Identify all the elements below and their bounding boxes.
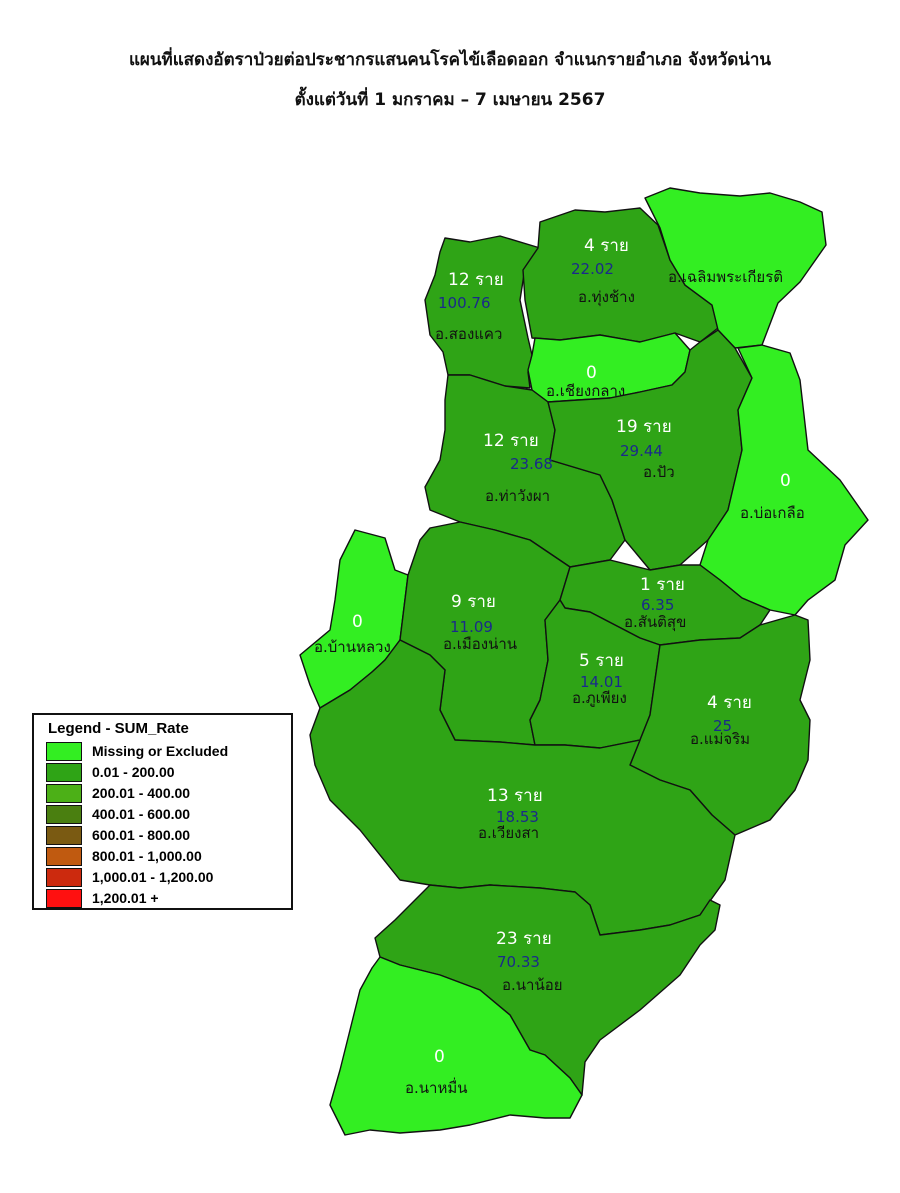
name-label-thung-chang: อ.ทุ่งช้าง	[578, 288, 635, 307]
cases-label-na-noi: 23 ราย	[496, 929, 552, 949]
rate-label-tha-wang-pha: 23.68	[510, 455, 553, 473]
district-wiang-sa[interactable]	[309, 639, 736, 936]
legend-title: Legend - SUM_Rate	[48, 720, 189, 737]
cases-label-phu-phiang: 5 ราย	[579, 651, 624, 671]
legend-item: 0.01 - 200.00	[46, 762, 286, 782]
cases-label-na-muen: 0	[434, 1047, 445, 1067]
name-label-chiang-klang: อ.เชียงกลาง	[546, 382, 625, 400]
legend-swatch	[46, 763, 82, 782]
cases-label-bo-kluea: 0	[780, 471, 791, 491]
legend-item: 1,200.01 +	[46, 888, 286, 908]
rate-label-santi-suk: 6.35	[641, 596, 674, 614]
name-label-pua: อ.ปัว	[643, 463, 675, 481]
cases-label-thung-chang: 4 ราย	[584, 236, 629, 256]
legend-label: Missing or Excluded	[92, 743, 229, 759]
legend-label: 200.01 - 400.00	[92, 785, 191, 801]
name-label-tha-wang-pha: อ.ท่าวังผา	[485, 487, 550, 505]
rate-label-pua: 29.44	[620, 442, 663, 460]
legend-item: Missing or Excluded	[46, 741, 286, 761]
name-label-song-khwae: อ.สองแคว	[435, 325, 502, 343]
legend-swatch	[46, 847, 82, 866]
name-label-ban-luang: อ.บ้านหลวง	[314, 638, 391, 656]
rate-label-mueang-nan: 11.09	[450, 618, 493, 636]
legend-swatch	[46, 784, 82, 803]
cases-label-chiang-klang: 0	[586, 363, 597, 383]
legend-label: 400.01 - 600.00	[92, 806, 191, 822]
legend-swatch	[46, 826, 82, 845]
district-song-khwae[interactable]	[424, 235, 541, 389]
name-label-bo-kluea: อ.บ่อเกลือ	[740, 504, 805, 522]
rate-label-song-khwae: 100.76	[438, 294, 491, 312]
rate-label-na-noi: 70.33	[497, 953, 540, 971]
legend-item: 800.01 - 1,000.00	[46, 846, 286, 866]
legend: Legend - SUM_Rate Missing or Excluded 0.…	[32, 713, 293, 910]
legend-swatch	[46, 805, 82, 824]
name-label-na-muen: อ.นาหมื่น	[405, 1077, 467, 1097]
name-label-phu-phiang: อ.ภูเพียง	[572, 689, 627, 707]
legend-label: 600.01 - 800.00	[92, 827, 191, 843]
cases-label-pua: 19 ราย	[616, 417, 672, 437]
legend-item: 1,000.01 - 1,200.00	[46, 867, 286, 887]
map-title: แผนที่แสดงอัตราป่วยต่อประชากรแสนคนโรคไข้…	[128, 50, 772, 70]
name-label-wiang-sa: อ.เวียงสา	[478, 824, 539, 842]
rate-label-phu-phiang: 14.01	[580, 673, 623, 691]
name-label-mueang-nan: อ.เมืองน่าน	[443, 635, 517, 653]
rate-label-wiang-sa: 18.53	[496, 808, 539, 826]
cases-label-wiang-sa: 13 ราย	[487, 786, 543, 806]
legend-label: 1,200.01 +	[92, 890, 159, 906]
cases-label-mae-charim: 4 ราย	[707, 693, 752, 713]
cases-label-mueang-nan: 9 ราย	[451, 592, 496, 612]
district-chaloem-phra-kiat[interactable]	[644, 187, 827, 349]
cases-label-tha-wang-pha: 12 ราย	[483, 431, 539, 451]
name-label-santi-suk: อ.สันติสุข	[624, 613, 686, 632]
map-subtitle: ตั้งแต่วันที่ 1 มกราคม – 7 เมษายน 2567	[294, 90, 606, 110]
name-label-chaloem-phra-kiat: อ.เฉลิมพระเกียรติ	[668, 268, 783, 286]
legend-swatch	[46, 868, 82, 887]
cases-label-santi-suk: 1 ราย	[640, 575, 685, 595]
cases-label-song-khwae: 12 ราย	[448, 270, 504, 290]
legend-item: 600.01 - 800.00	[46, 825, 286, 845]
legend-item: 200.01 - 400.00	[46, 783, 286, 803]
cases-label-ban-luang: 0	[352, 612, 363, 632]
legend-label: 800.01 - 1,000.00	[92, 848, 202, 864]
legend-label: 0.01 - 200.00	[92, 764, 175, 780]
rate-label-mae-charim: 25	[713, 717, 732, 735]
legend-item: 400.01 - 600.00	[46, 804, 286, 824]
legend-swatch	[46, 742, 82, 761]
rate-label-thung-chang: 22.02	[571, 260, 614, 278]
name-label-na-noi: อ.นาน้อย	[502, 976, 563, 994]
legend-label: 1,000.01 - 1,200.00	[92, 869, 214, 885]
name-label-mae-charim: อ.แม่จริม	[690, 730, 750, 748]
legend-swatch	[46, 889, 82, 908]
district-na-muen[interactable]	[329, 956, 583, 1136]
